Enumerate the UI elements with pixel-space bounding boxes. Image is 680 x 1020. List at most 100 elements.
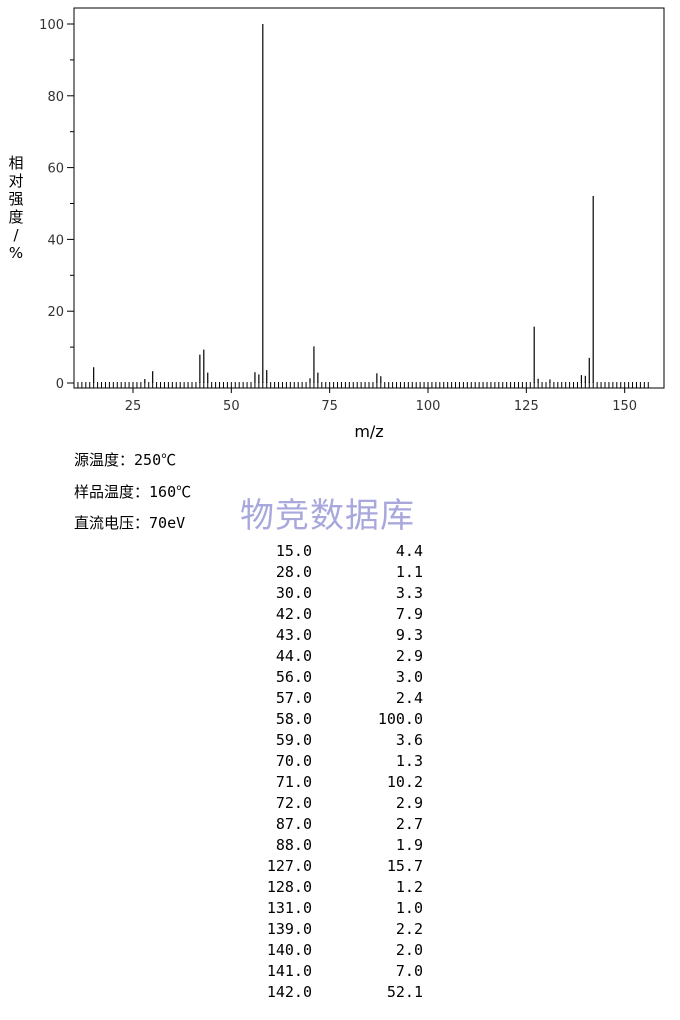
mz-value: 44.0 <box>275 647 312 665</box>
table-row: 140.0 2.0 <box>240 940 423 961</box>
mz-value: 56.0 <box>275 668 312 686</box>
intensity-value: 2.9 <box>395 647 423 665</box>
watermark: 物竞数据库 <box>240 496 415 536</box>
mz-value: 71.0 <box>275 773 312 791</box>
intensity-value: 100.0 <box>377 710 423 728</box>
table-row: 57.0 2.4 <box>240 688 423 709</box>
table-row: 42.0 7.9 <box>240 604 423 625</box>
y-axis-label-char: 对 <box>8 172 23 190</box>
intensity-value: 15.7 <box>386 857 423 875</box>
mz-value: 141.0 <box>266 962 312 980</box>
mz-value: 140.0 <box>266 941 312 959</box>
table-row: 28.0 1.1 <box>240 562 423 583</box>
y-tick-label: 0 <box>56 377 64 392</box>
table-row: 87.0 2.7 <box>240 814 423 835</box>
table-row: 127.0 15.7 <box>240 856 423 877</box>
mz-value: 72.0 <box>275 794 312 812</box>
table-row: 43.0 9.3 <box>240 625 423 646</box>
x-minor-ticks <box>77 382 649 388</box>
condition-value: 160℃ <box>149 483 192 501</box>
condition-value: 250℃ <box>134 451 177 469</box>
mz-value: 139.0 <box>266 920 312 938</box>
y-axis-label-char: % <box>9 244 23 262</box>
y-tick-label: 40 <box>47 233 64 248</box>
intensity-value: 9.3 <box>395 626 423 644</box>
mz-value: 131.0 <box>266 899 312 917</box>
mz-value: 42.0 <box>275 605 312 623</box>
x-tick-label: 75 <box>321 399 338 414</box>
mz-value: 70.0 <box>275 752 312 770</box>
table-row: 71.0 10.2 <box>240 772 423 793</box>
x-axis-ticks: 25 50 75 100 125 150 <box>125 388 637 414</box>
condition-label: 直流电压： <box>74 514 150 532</box>
peak-table: 15.0 4.4 28.0 1.1 30.0 3.3 42.0 7.9 43.0 9.3 44.0 2… <box>240 541 423 1003</box>
table-row: 30.0 3.3 <box>240 583 423 604</box>
mz-value: 142.0 <box>266 983 312 1001</box>
plot-frame <box>73 7 665 389</box>
mz-value: 87.0 <box>275 815 312 833</box>
mz-value: 28.0 <box>275 563 312 581</box>
condition-value: 70eV <box>149 514 186 532</box>
intensity-value: 2.7 <box>395 815 423 833</box>
x-tick-label: 125 <box>514 399 539 414</box>
condition-label: 源温度： <box>74 451 135 469</box>
table-row: 141.0 7.0 <box>240 961 423 982</box>
mz-value: 88.0 <box>275 836 312 854</box>
mz-value: 30.0 <box>275 584 312 602</box>
table-row: 131.0 1.0 <box>240 898 423 919</box>
intensity-value: 2.0 <box>395 941 423 959</box>
mz-value: 15.0 <box>275 542 312 560</box>
y-tick-label: 100 <box>39 18 64 33</box>
y-axis-ticks: 0 20 40 60 80 100 <box>39 18 74 392</box>
y-tick-label: 80 <box>47 90 64 105</box>
spectrum-peaks <box>93 24 594 383</box>
mz-value: 127.0 <box>266 857 312 875</box>
y-axis-label-char: / <box>13 226 19 244</box>
intensity-value: 1.2 <box>395 878 423 896</box>
intensity-value: 7.0 <box>395 962 423 980</box>
intensity-value: 2.2 <box>395 920 423 938</box>
table-row: 58.0 100.0 <box>240 709 423 730</box>
x-tick-label: 150 <box>612 399 637 414</box>
intensity-value: 1.3 <box>395 752 423 770</box>
condition-voltage: 直流电压：70eV <box>74 512 185 533</box>
condition-label: 样品温度： <box>74 483 150 501</box>
intensity-value: 3.0 <box>395 668 423 686</box>
y-tick-label: 60 <box>47 162 64 177</box>
mz-value: 128.0 <box>266 878 312 896</box>
y-axis-label-char: 强 <box>8 190 23 208</box>
intensity-value: 4.4 <box>395 542 423 560</box>
intensity-value: 10.2 <box>386 773 423 791</box>
table-row: 44.0 2.9 <box>240 646 423 667</box>
intensity-value: 1.0 <box>395 899 423 917</box>
mz-value: 58.0 <box>275 710 312 728</box>
table-row: 139.0 2.2 <box>240 919 423 940</box>
table-row: 56.0 3.0 <box>240 667 423 688</box>
y-axis-label-char: 相 <box>8 154 23 172</box>
intensity-value: 1.1 <box>395 563 423 581</box>
table-row: 15.0 4.4 <box>240 541 423 562</box>
table-row: 72.0 2.9 <box>240 793 423 814</box>
x-axis-label: m/z <box>354 422 383 441</box>
table-row: 142.0 52.1 <box>240 982 423 1003</box>
intensity-value: 1.9 <box>395 836 423 854</box>
intensity-value: 7.9 <box>395 605 423 623</box>
y-axis-label-char: 度 <box>8 208 23 226</box>
mz-value: 43.0 <box>275 626 312 644</box>
table-row: 88.0 1.9 <box>240 835 423 856</box>
x-tick-label: 100 <box>416 399 441 414</box>
intensity-value: 2.4 <box>395 689 423 707</box>
intensity-value: 2.9 <box>395 794 423 812</box>
table-row: 128.0 1.2 <box>240 877 423 898</box>
intensity-value: 52.1 <box>386 983 423 1001</box>
y-tick-label: 20 <box>47 305 64 320</box>
mz-value: 59.0 <box>275 731 312 749</box>
table-row: 59.0 3.6 <box>240 730 423 751</box>
condition-sample-temp: 样品温度：160℃ <box>74 481 191 502</box>
condition-source-temp: 源温度：250℃ <box>74 449 176 470</box>
intensity-value: 3.6 <box>395 731 423 749</box>
table-row: 70.0 1.3 <box>240 751 423 772</box>
x-tick-label: 50 <box>223 399 240 414</box>
